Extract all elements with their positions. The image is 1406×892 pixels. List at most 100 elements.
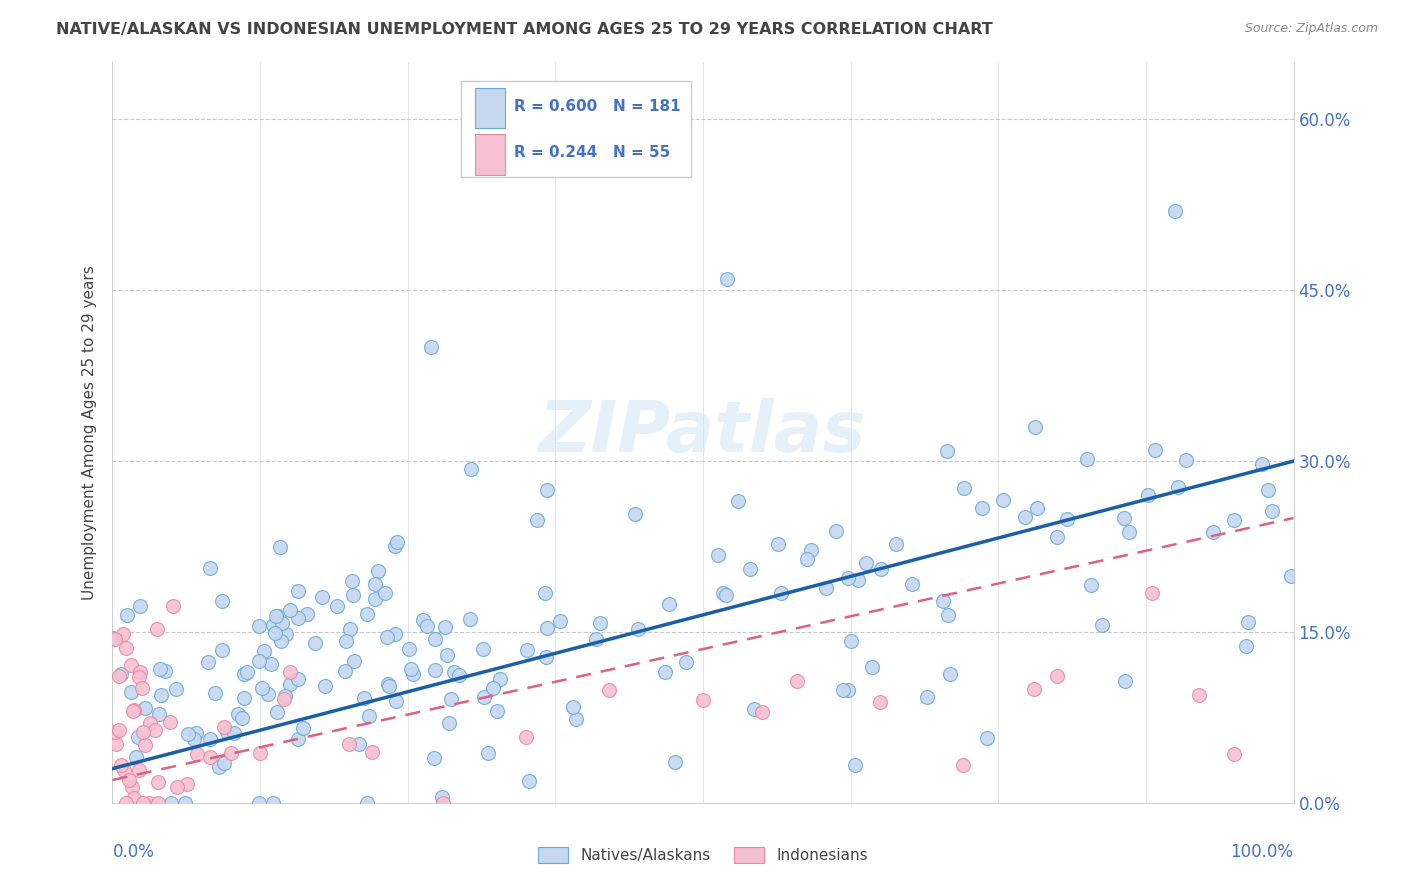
Point bbox=[526, 513, 548, 527]
Point bbox=[287, 611, 309, 625]
Point bbox=[477, 746, 499, 760]
Point bbox=[335, 634, 357, 648]
Point bbox=[434, 620, 457, 634]
Point bbox=[374, 585, 396, 599]
Point bbox=[198, 749, 221, 764]
Point bbox=[128, 599, 150, 614]
Point bbox=[970, 500, 993, 515]
Point bbox=[177, 727, 200, 741]
Point bbox=[1024, 420, 1046, 434]
Point bbox=[262, 617, 284, 632]
Point bbox=[217, 725, 239, 739]
Point bbox=[1114, 674, 1136, 689]
Point bbox=[399, 662, 422, 676]
Point bbox=[200, 560, 222, 574]
Point bbox=[707, 549, 730, 563]
Point bbox=[101, 631, 124, 645]
Point bbox=[846, 573, 869, 587]
Point bbox=[412, 614, 434, 628]
Point bbox=[357, 709, 380, 723]
Point bbox=[378, 680, 401, 694]
Point bbox=[174, 796, 197, 810]
Point bbox=[716, 272, 738, 286]
Point bbox=[149, 689, 172, 703]
Point bbox=[114, 796, 136, 810]
Point bbox=[143, 723, 166, 737]
Point bbox=[146, 622, 169, 636]
Point bbox=[832, 682, 855, 697]
Point bbox=[139, 716, 162, 731]
Point bbox=[273, 692, 295, 706]
Point bbox=[536, 483, 558, 498]
Point bbox=[387, 535, 409, 549]
Point bbox=[598, 682, 620, 697]
Point bbox=[131, 681, 153, 695]
Point bbox=[860, 660, 883, 674]
Point bbox=[1166, 480, 1188, 494]
Point bbox=[564, 712, 586, 726]
Point bbox=[212, 720, 235, 734]
Point bbox=[364, 577, 387, 591]
Point bbox=[115, 640, 138, 655]
Point bbox=[108, 723, 131, 737]
Point bbox=[1091, 618, 1114, 632]
Point bbox=[112, 627, 135, 641]
Point bbox=[1137, 488, 1160, 502]
Point bbox=[786, 674, 808, 689]
Point bbox=[249, 746, 271, 760]
Point bbox=[769, 586, 792, 600]
Point bbox=[110, 666, 132, 681]
Point bbox=[1279, 569, 1302, 583]
Point bbox=[165, 681, 187, 696]
Point bbox=[287, 583, 309, 598]
Point bbox=[287, 731, 309, 746]
Point bbox=[536, 621, 558, 635]
Point bbox=[149, 662, 172, 676]
Point bbox=[727, 494, 749, 508]
Point bbox=[416, 619, 439, 633]
Point bbox=[884, 537, 907, 551]
Point bbox=[1261, 504, 1284, 518]
Point bbox=[260, 657, 283, 671]
Point bbox=[460, 462, 482, 476]
Point bbox=[627, 622, 650, 636]
Text: 100.0%: 100.0% bbox=[1230, 843, 1294, 861]
Point bbox=[247, 619, 270, 633]
Point bbox=[839, 633, 862, 648]
Point bbox=[952, 758, 974, 772]
Point bbox=[939, 666, 962, 681]
Point bbox=[482, 681, 505, 696]
Point bbox=[422, 750, 444, 764]
Point bbox=[267, 608, 290, 623]
Point bbox=[128, 670, 150, 684]
Point bbox=[304, 636, 326, 650]
Point bbox=[122, 791, 145, 805]
Point bbox=[104, 632, 127, 647]
Point bbox=[664, 755, 686, 769]
Point bbox=[278, 665, 301, 679]
Point bbox=[250, 681, 273, 695]
Point bbox=[335, 664, 357, 678]
Bar bbox=[475, 87, 505, 128]
Point bbox=[375, 631, 398, 645]
Point bbox=[423, 632, 446, 646]
Point bbox=[233, 667, 256, 681]
Point bbox=[110, 757, 132, 772]
Point bbox=[339, 622, 361, 636]
Point bbox=[138, 796, 160, 810]
Point bbox=[367, 564, 389, 578]
Point bbox=[212, 756, 235, 771]
Point bbox=[121, 780, 143, 794]
Point bbox=[1056, 512, 1078, 526]
Point bbox=[353, 691, 375, 706]
Point bbox=[932, 594, 955, 608]
Point bbox=[1014, 510, 1036, 524]
Point bbox=[855, 557, 877, 571]
Point bbox=[844, 758, 866, 772]
Point bbox=[356, 796, 378, 810]
Text: NATIVE/ALASKAN VS INDONESIAN UNEMPLOYMENT AMONG AGES 25 TO 29 YEARS CORRELATION : NATIVE/ALASKAN VS INDONESIAN UNEMPLOYMEN… bbox=[56, 22, 993, 37]
Point bbox=[1046, 529, 1069, 543]
Point bbox=[1080, 578, 1102, 592]
Text: R = 0.244   N = 55: R = 0.244 N = 55 bbox=[515, 145, 671, 160]
Point bbox=[385, 694, 408, 708]
